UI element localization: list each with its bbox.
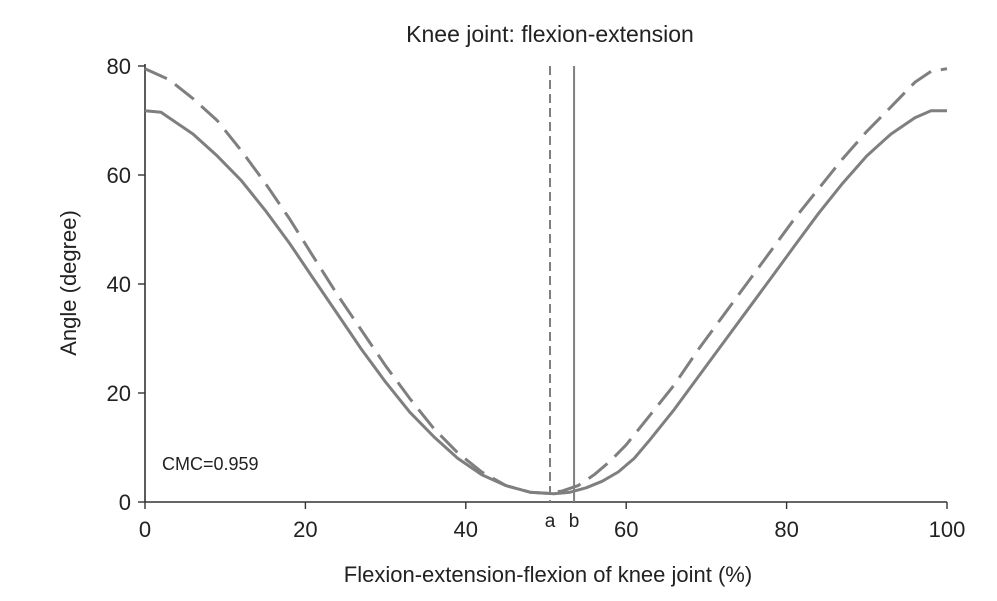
x-tick-label: 60: [614, 517, 638, 542]
marker-label-a: a: [545, 511, 556, 532]
x-axis-label: Flexion-extension-flexion of knee joint …: [344, 562, 752, 587]
series-line-dashed: [145, 69, 947, 494]
y-ticks: 0 20 40 60 80: [107, 54, 145, 515]
y-tick-label: 80: [107, 54, 131, 79]
y-tick-label: 20: [107, 381, 131, 406]
x-tick-label: 80: [774, 517, 798, 542]
y-tick-label: 40: [107, 272, 131, 297]
y-tick-label: 0: [119, 490, 131, 515]
x-tick-label: 100: [929, 517, 966, 542]
x-tick-label: 0: [139, 517, 151, 542]
x-tick-label: 20: [293, 517, 317, 542]
x-tick-label: 40: [454, 517, 478, 542]
y-axis-label: Angle (degree): [56, 210, 81, 356]
cmc-annotation: CMC=0.959: [162, 454, 259, 474]
series-line-solid: [145, 111, 947, 494]
chart-title: Knee joint: flexion-extension: [406, 21, 694, 47]
series-lines: [145, 69, 947, 494]
marker-label-b: b: [569, 511, 580, 532]
y-tick-label: 60: [107, 163, 131, 188]
